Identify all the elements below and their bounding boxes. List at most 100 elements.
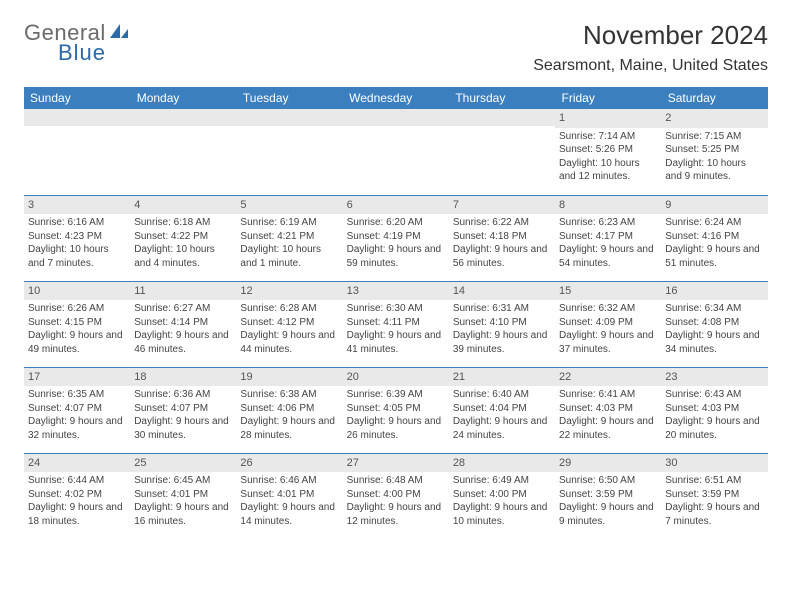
calendar-table: SundayMondayTuesdayWednesdayThursdayFrid… bbox=[24, 87, 768, 539]
sunset-text: Sunset: 4:22 PM bbox=[134, 230, 232, 244]
day-number: 22 bbox=[555, 368, 661, 387]
calendar-day-cell: 13Sunrise: 6:30 AMSunset: 4:11 PMDayligh… bbox=[343, 281, 449, 367]
header: General Blue November 2024 Searsmont, Ma… bbox=[24, 20, 768, 75]
calendar-day-cell bbox=[343, 109, 449, 195]
sunrise-text: Sunrise: 6:51 AM bbox=[665, 474, 763, 488]
day-number-empty bbox=[24, 109, 130, 126]
calendar-day-cell: 15Sunrise: 6:32 AMSunset: 4:09 PMDayligh… bbox=[555, 281, 661, 367]
calendar-day-cell: 2Sunrise: 7:15 AMSunset: 5:25 PMDaylight… bbox=[661, 109, 767, 195]
day-number: 23 bbox=[661, 368, 767, 387]
day-body: Sunrise: 6:32 AMSunset: 4:09 PMDaylight:… bbox=[555, 300, 661, 360]
day-number: 15 bbox=[555, 282, 661, 301]
day-number-empty bbox=[449, 109, 555, 126]
day-body: Sunrise: 6:22 AMSunset: 4:18 PMDaylight:… bbox=[449, 214, 555, 274]
day-number: 20 bbox=[343, 368, 449, 387]
day-body: Sunrise: 6:35 AMSunset: 4:07 PMDaylight:… bbox=[24, 386, 130, 446]
sunrise-text: Sunrise: 6:24 AM bbox=[665, 216, 763, 230]
daylight-text: Daylight: 9 hours and 59 minutes. bbox=[347, 243, 445, 270]
sunset-text: Sunset: 4:18 PM bbox=[453, 230, 551, 244]
daylight-text: Daylight: 9 hours and 20 minutes. bbox=[665, 415, 763, 442]
calendar-week-row: 10Sunrise: 6:26 AMSunset: 4:15 PMDayligh… bbox=[24, 281, 768, 367]
day-number: 18 bbox=[130, 368, 236, 387]
calendar-day-cell: 9Sunrise: 6:24 AMSunset: 4:16 PMDaylight… bbox=[661, 195, 767, 281]
calendar-day-cell: 27Sunrise: 6:48 AMSunset: 4:00 PMDayligh… bbox=[343, 453, 449, 539]
day-number-empty bbox=[236, 109, 342, 126]
sunset-text: Sunset: 4:07 PM bbox=[134, 402, 232, 416]
day-body: Sunrise: 6:50 AMSunset: 3:59 PMDaylight:… bbox=[555, 472, 661, 532]
day-body: Sunrise: 6:36 AMSunset: 4:07 PMDaylight:… bbox=[130, 386, 236, 446]
daylight-text: Daylight: 9 hours and 12 minutes. bbox=[347, 501, 445, 528]
sunset-text: Sunset: 5:25 PM bbox=[665, 143, 763, 157]
calendar-day-cell: 14Sunrise: 6:31 AMSunset: 4:10 PMDayligh… bbox=[449, 281, 555, 367]
calendar-week-row: 3Sunrise: 6:16 AMSunset: 4:23 PMDaylight… bbox=[24, 195, 768, 281]
calendar-day-cell: 11Sunrise: 6:27 AMSunset: 4:14 PMDayligh… bbox=[130, 281, 236, 367]
location: Searsmont, Maine, United States bbox=[533, 57, 768, 75]
logo-sail-icon bbox=[108, 20, 130, 46]
sunrise-text: Sunrise: 6:35 AM bbox=[28, 388, 126, 402]
calendar-day-cell: 19Sunrise: 6:38 AMSunset: 4:06 PMDayligh… bbox=[236, 367, 342, 453]
day-body: Sunrise: 6:27 AMSunset: 4:14 PMDaylight:… bbox=[130, 300, 236, 360]
sunset-text: Sunset: 4:15 PM bbox=[28, 316, 126, 330]
day-number: 5 bbox=[236, 196, 342, 215]
daylight-text: Daylight: 9 hours and 32 minutes. bbox=[28, 415, 126, 442]
daylight-text: Daylight: 9 hours and 9 minutes. bbox=[559, 501, 657, 528]
sunset-text: Sunset: 4:14 PM bbox=[134, 316, 232, 330]
daylight-text: Daylight: 9 hours and 34 minutes. bbox=[665, 329, 763, 356]
sunset-text: Sunset: 4:01 PM bbox=[240, 488, 338, 502]
calendar-day-cell: 25Sunrise: 6:45 AMSunset: 4:01 PMDayligh… bbox=[130, 453, 236, 539]
calendar-day-cell: 28Sunrise: 6:49 AMSunset: 4:00 PMDayligh… bbox=[449, 453, 555, 539]
sunrise-text: Sunrise: 6:43 AM bbox=[665, 388, 763, 402]
calendar-day-cell: 17Sunrise: 6:35 AMSunset: 4:07 PMDayligh… bbox=[24, 367, 130, 453]
weekday-header: Thursday bbox=[449, 87, 555, 109]
day-body: Sunrise: 6:39 AMSunset: 4:05 PMDaylight:… bbox=[343, 386, 449, 446]
calendar-day-cell: 6Sunrise: 6:20 AMSunset: 4:19 PMDaylight… bbox=[343, 195, 449, 281]
daylight-text: Daylight: 10 hours and 4 minutes. bbox=[134, 243, 232, 270]
daylight-text: Daylight: 9 hours and 28 minutes. bbox=[240, 415, 338, 442]
day-number: 3 bbox=[24, 196, 130, 215]
sunrise-text: Sunrise: 6:26 AM bbox=[28, 302, 126, 316]
day-body: Sunrise: 7:15 AMSunset: 5:25 PMDaylight:… bbox=[661, 128, 767, 188]
weekday-header: Sunday bbox=[24, 87, 130, 109]
day-number-empty bbox=[343, 109, 449, 126]
sunset-text: Sunset: 4:23 PM bbox=[28, 230, 126, 244]
sunset-text: Sunset: 4:00 PM bbox=[453, 488, 551, 502]
sunset-text: Sunset: 4:06 PM bbox=[240, 402, 338, 416]
daylight-text: Daylight: 9 hours and 30 minutes. bbox=[134, 415, 232, 442]
sunrise-text: Sunrise: 6:27 AM bbox=[134, 302, 232, 316]
sunset-text: Sunset: 4:21 PM bbox=[240, 230, 338, 244]
sunrise-text: Sunrise: 6:46 AM bbox=[240, 474, 338, 488]
sunrise-text: Sunrise: 6:31 AM bbox=[453, 302, 551, 316]
day-body: Sunrise: 6:18 AMSunset: 4:22 PMDaylight:… bbox=[130, 214, 236, 274]
sunset-text: Sunset: 4:02 PM bbox=[28, 488, 126, 502]
weekday-header: Tuesday bbox=[236, 87, 342, 109]
day-body: Sunrise: 6:40 AMSunset: 4:04 PMDaylight:… bbox=[449, 386, 555, 446]
sunrise-text: Sunrise: 6:36 AM bbox=[134, 388, 232, 402]
day-number: 14 bbox=[449, 282, 555, 301]
daylight-text: Daylight: 9 hours and 44 minutes. bbox=[240, 329, 338, 356]
sunset-text: Sunset: 4:09 PM bbox=[559, 316, 657, 330]
sunrise-text: Sunrise: 6:16 AM bbox=[28, 216, 126, 230]
month-title: November 2024 bbox=[533, 20, 768, 51]
calendar-day-cell: 24Sunrise: 6:44 AMSunset: 4:02 PMDayligh… bbox=[24, 453, 130, 539]
calendar-day-cell: 3Sunrise: 6:16 AMSunset: 4:23 PMDaylight… bbox=[24, 195, 130, 281]
daylight-text: Daylight: 10 hours and 9 minutes. bbox=[665, 157, 763, 184]
calendar-week-row: 17Sunrise: 6:35 AMSunset: 4:07 PMDayligh… bbox=[24, 367, 768, 453]
day-body: Sunrise: 6:24 AMSunset: 4:16 PMDaylight:… bbox=[661, 214, 767, 274]
logo: General Blue bbox=[24, 20, 130, 66]
sunrise-text: Sunrise: 6:19 AM bbox=[240, 216, 338, 230]
calendar-day-cell: 26Sunrise: 6:46 AMSunset: 4:01 PMDayligh… bbox=[236, 453, 342, 539]
day-body: Sunrise: 6:51 AMSunset: 3:59 PMDaylight:… bbox=[661, 472, 767, 532]
sunrise-text: Sunrise: 6:44 AM bbox=[28, 474, 126, 488]
calendar-week-row: 1Sunrise: 7:14 AMSunset: 5:26 PMDaylight… bbox=[24, 109, 768, 195]
title-block: November 2024 Searsmont, Maine, United S… bbox=[533, 20, 768, 75]
day-number: 12 bbox=[236, 282, 342, 301]
sunrise-text: Sunrise: 6:38 AM bbox=[240, 388, 338, 402]
day-number: 8 bbox=[555, 196, 661, 215]
calendar-day-cell: 4Sunrise: 6:18 AMSunset: 4:22 PMDaylight… bbox=[130, 195, 236, 281]
sunrise-text: Sunrise: 6:18 AM bbox=[134, 216, 232, 230]
calendar-day-cell: 7Sunrise: 6:22 AMSunset: 4:18 PMDaylight… bbox=[449, 195, 555, 281]
day-number: 19 bbox=[236, 368, 342, 387]
sunset-text: Sunset: 4:08 PM bbox=[665, 316, 763, 330]
sunset-text: Sunset: 4:03 PM bbox=[665, 402, 763, 416]
day-body: Sunrise: 6:16 AMSunset: 4:23 PMDaylight:… bbox=[24, 214, 130, 274]
